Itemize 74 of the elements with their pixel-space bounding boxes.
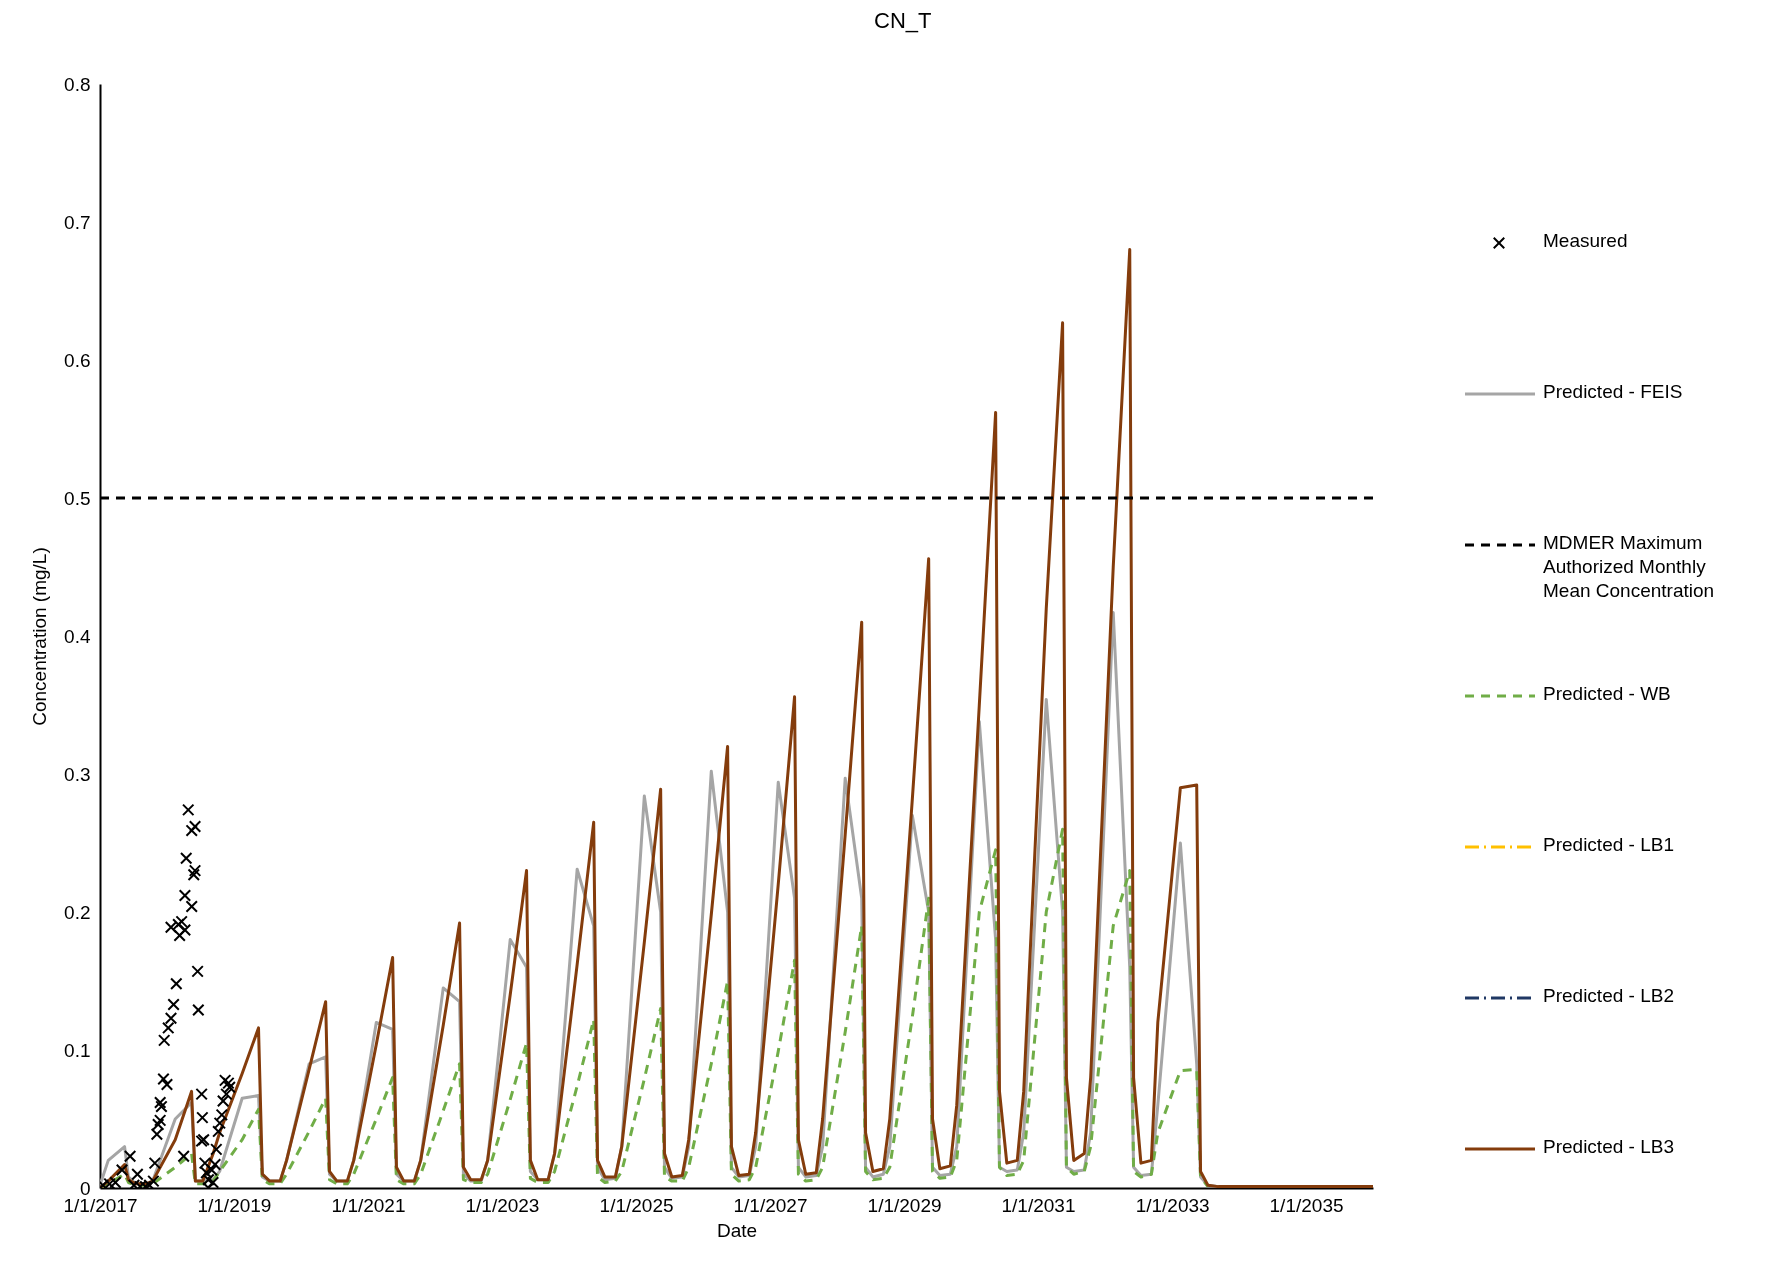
point xyxy=(222,1076,235,1090)
x-tick-label: 1/1/2029 xyxy=(867,1194,942,1216)
point xyxy=(131,1167,144,1181)
point xyxy=(187,868,200,881)
point xyxy=(150,1127,164,1141)
point xyxy=(148,1156,162,1170)
y-tick-label: 0.8 xyxy=(64,73,91,95)
point xyxy=(195,1087,208,1101)
y-tick-label: 0.5 xyxy=(64,487,91,509)
point xyxy=(157,1034,171,1047)
legend-label: Predicted - WB xyxy=(1543,683,1671,704)
legend-label: Measured xyxy=(1543,230,1628,251)
point xyxy=(115,1163,129,1177)
point xyxy=(162,1021,175,1035)
point xyxy=(202,1173,215,1186)
legend-label: Predicted - LB1 xyxy=(1543,834,1674,855)
y-tick-label: 0.4 xyxy=(64,625,91,647)
y-tick-label: 0.1 xyxy=(64,1039,91,1061)
point xyxy=(170,977,183,990)
point xyxy=(191,965,204,978)
x-tick-label: 1/1/2025 xyxy=(599,1194,674,1216)
point xyxy=(167,998,180,1011)
point xyxy=(185,900,198,913)
point xyxy=(213,1116,227,1130)
point xyxy=(200,1166,213,1180)
legend-label: Predicted - FEIS xyxy=(1543,381,1683,402)
point xyxy=(179,851,193,865)
point xyxy=(223,1081,236,1094)
y-tick-label: 0.6 xyxy=(64,349,91,371)
point xyxy=(123,1150,137,1163)
point xyxy=(188,864,202,877)
point xyxy=(178,923,192,937)
x-tick-label: 1/1/2019 xyxy=(197,1194,272,1216)
chart-title: CN_T xyxy=(874,8,932,33)
point xyxy=(173,929,186,942)
x-tick-label: 1/1/2031 xyxy=(1001,1194,1076,1216)
y-axis-title: Concentration (mg/L) xyxy=(29,547,51,726)
point xyxy=(185,824,198,837)
point xyxy=(212,1125,225,1138)
point xyxy=(157,1072,170,1086)
point xyxy=(205,1163,218,1177)
point xyxy=(155,1100,168,1113)
y-tick-label: 0.7 xyxy=(64,211,91,233)
point xyxy=(151,1118,165,1131)
y-tick-label: 0.3 xyxy=(64,763,91,785)
legend-label: MDMER Maximum Authorized Monthly Mean Concentration xyxy=(1543,532,1715,601)
point xyxy=(188,820,202,833)
line-series xyxy=(100,827,1210,1188)
point xyxy=(164,1012,178,1025)
x-tick-label: 1/1/2023 xyxy=(465,1194,540,1216)
point xyxy=(206,1176,220,1188)
y-tick-label: 0.2 xyxy=(64,901,91,923)
x-axis-title: Date xyxy=(716,1219,758,1241)
point xyxy=(164,920,178,934)
point xyxy=(192,1003,205,1017)
point xyxy=(215,1108,229,1122)
legend-label: Predicted - LB2 xyxy=(1543,985,1674,1006)
point xyxy=(147,1174,160,1188)
point xyxy=(210,1143,223,1156)
point xyxy=(182,803,195,817)
point xyxy=(177,1150,190,1163)
point xyxy=(216,1094,230,1108)
x-tick-label: 1/1/2035 xyxy=(1269,1194,1344,1216)
point xyxy=(153,1114,167,1127)
point xyxy=(160,1078,174,1091)
point xyxy=(218,1074,232,1087)
x-tick-label: 1/1/2033 xyxy=(1135,1194,1210,1216)
point xyxy=(220,1087,233,1101)
x-tick-label: 1/1/2021 xyxy=(331,1194,406,1216)
point xyxy=(153,1096,167,1109)
x-tick-label: 1/1/2027 xyxy=(733,1194,808,1216)
point xyxy=(178,889,192,902)
point xyxy=(196,1111,209,1124)
legend-label: Predicted - LB3 xyxy=(1543,1136,1674,1157)
